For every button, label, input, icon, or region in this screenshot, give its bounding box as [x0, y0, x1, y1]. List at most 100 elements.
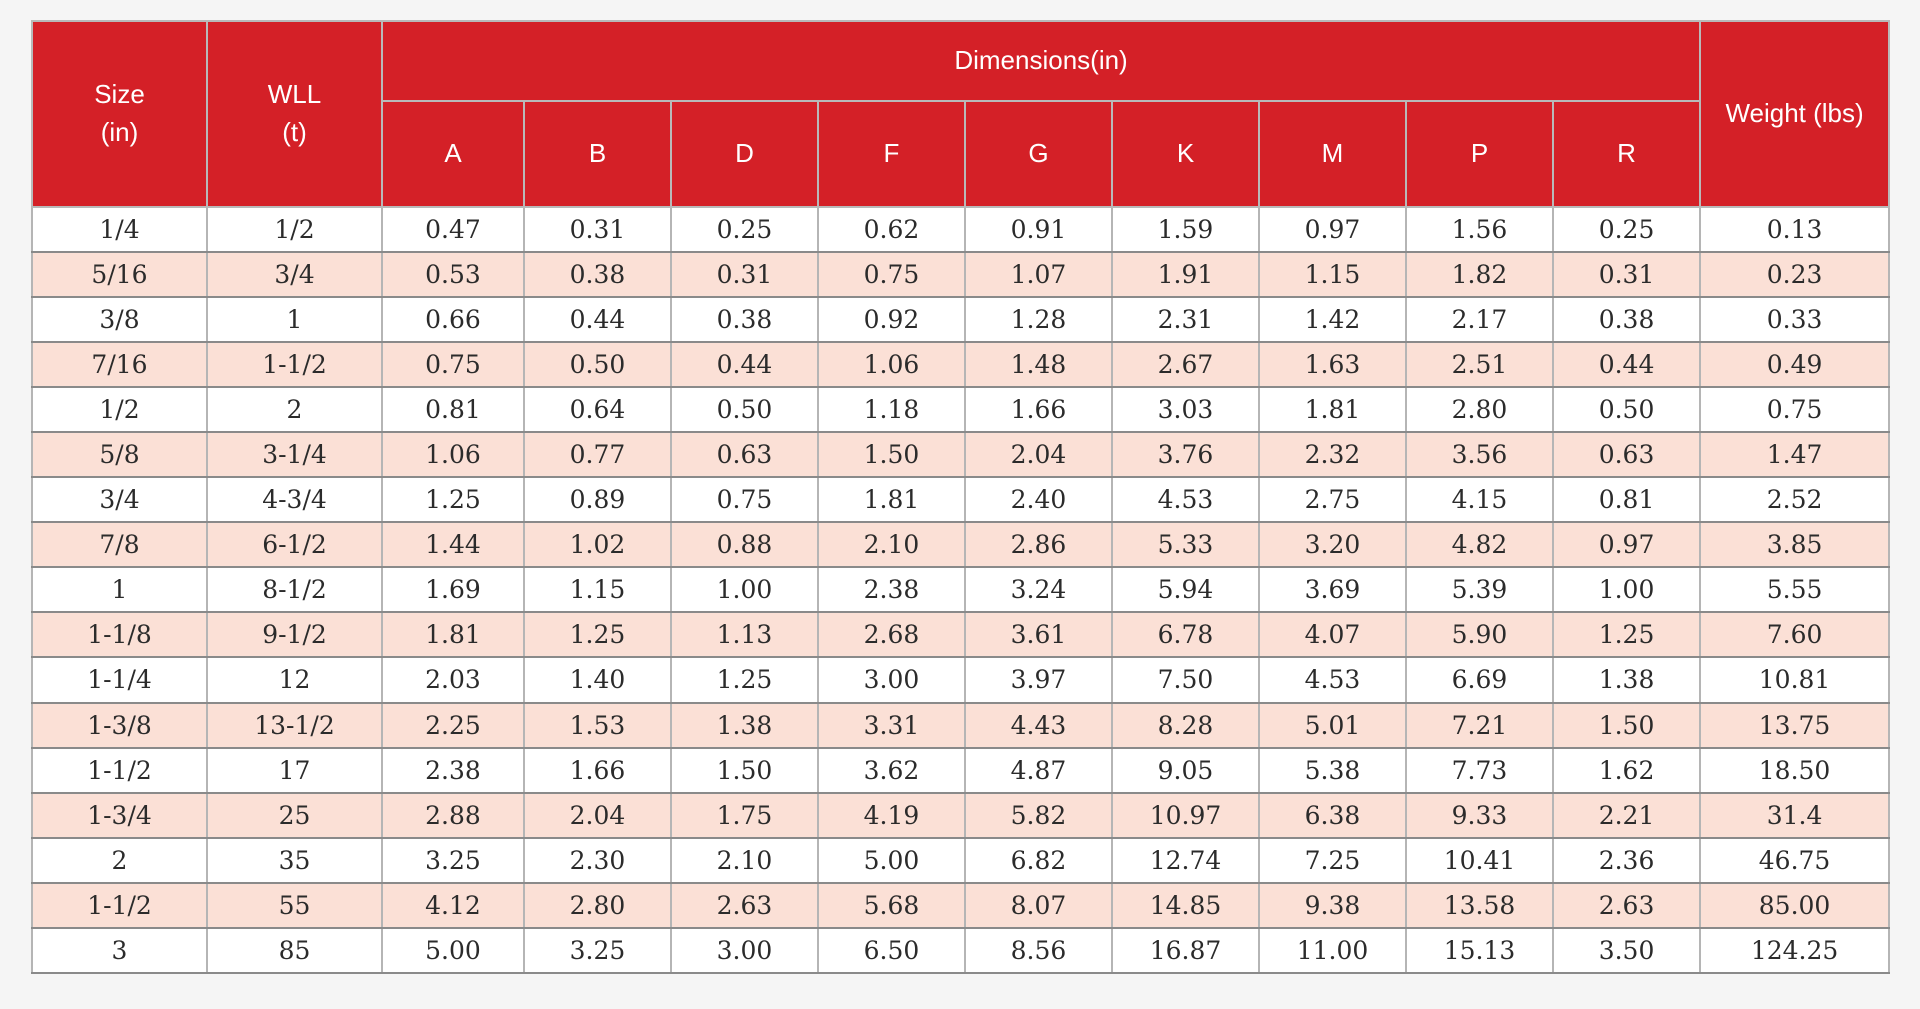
table-cell: 2.80 — [523, 881, 672, 929]
table-row: 7/8 6-1/2 1.44 1.02 0.88 2.10 2.86 5.33 3.20 4.82… — [31, 521, 1891, 569]
table-cell: 0.47 — [381, 205, 525, 254]
table-cell: 9-1/2 — [206, 611, 383, 659]
table-cell: 0.81 — [381, 386, 525, 434]
table-cell: 2.10 — [670, 836, 819, 884]
table-cell: 16.87 — [1111, 926, 1260, 975]
table-cell: 0.25 — [670, 205, 819, 254]
table-cell: 2 — [206, 386, 383, 434]
table-cell: 3.20 — [1258, 521, 1407, 569]
table-cell: 2 — [31, 836, 208, 884]
size-column-header: Size (in) — [31, 20, 208, 208]
table-cell: 13.58 — [1405, 881, 1554, 929]
table-cell: 15.13 — [1405, 926, 1554, 975]
table-cell: 1.81 — [381, 611, 525, 659]
table-cell: 0.38 — [1551, 296, 1702, 344]
table-cell: 2.36 — [1551, 836, 1702, 884]
table-cell: 1-1/2 — [31, 746, 208, 794]
table-cell: 0.75 — [670, 476, 819, 524]
table-cell: 9.33 — [1405, 791, 1554, 839]
dim-column-header: R — [1551, 100, 1702, 208]
table-cell: 4.82 — [1405, 521, 1554, 569]
table-cell: 1.15 — [1258, 251, 1407, 299]
table-cell: 0.81 — [1551, 476, 1702, 524]
table-cell: 7.50 — [1111, 656, 1260, 704]
dim-column-header: K — [1111, 100, 1260, 208]
dim-column-header: D — [670, 100, 819, 208]
table-cell: 3.56 — [1405, 431, 1554, 479]
table-cell: 1.42 — [1258, 296, 1407, 344]
table-cell: 0.66 — [381, 296, 525, 344]
table-cell: 7/16 — [31, 341, 208, 389]
wll-header-unit: (t) — [282, 117, 307, 147]
table-cell: 0.75 — [1699, 386, 1891, 434]
table-cell: 0.53 — [381, 251, 525, 299]
table-cell: 5.90 — [1405, 611, 1554, 659]
table-cell: 1-1/2 — [206, 341, 383, 389]
table-cell: 0.97 — [1551, 521, 1702, 569]
table-cell: 13-1/2 — [206, 701, 383, 749]
table-cell: 124.25 — [1699, 926, 1891, 975]
table-header: Size (in) WLL (t) Dimensions(in) Weight … — [31, 20, 1891, 208]
table-cell: 1-1/4 — [31, 656, 208, 704]
table-cell: 5/16 — [31, 251, 208, 299]
table-row: 1-1/4 12 2.03 1.40 1.25 3.00 3.97 7.50 4.53 6.69 1… — [31, 656, 1891, 704]
table-cell: 0.50 — [1551, 386, 1702, 434]
weight-column-header: Weight (lbs) — [1699, 20, 1891, 208]
table-cell: 5.01 — [1258, 701, 1407, 749]
table-cell: 2.68 — [817, 611, 966, 659]
table-row: 1-3/8 13-1/2 2.25 1.53 1.38 3.31 4.43 8.28 5.01 7… — [31, 701, 1891, 749]
table-cell: 2.04 — [523, 791, 672, 839]
table-cell: 31.4 — [1699, 791, 1891, 839]
table-cell: 17 — [206, 746, 383, 794]
table-cell: 1.63 — [1258, 341, 1407, 389]
table-cell: 5.00 — [381, 926, 525, 975]
table-cell: 6.50 — [817, 926, 966, 975]
table-cell: 0.63 — [1551, 431, 1702, 479]
table-cell: 1.00 — [670, 566, 819, 614]
table-cell: 1.40 — [523, 656, 672, 704]
table-cell: 1/2 — [31, 386, 208, 434]
table-cell: 85.00 — [1699, 881, 1891, 929]
table-cell: 3.50 — [1551, 926, 1702, 975]
table-row: 1-1/2 55 4.12 2.80 2.63 5.68 8.07 14.85 9.38 13.5… — [31, 881, 1891, 929]
table-cell: 3 — [31, 926, 208, 975]
table-cell: 3/4 — [31, 476, 208, 524]
table-cell: 2.04 — [964, 431, 1113, 479]
table-cell: 3/4 — [206, 251, 383, 299]
wll-column-header: WLL (t) — [206, 20, 383, 208]
table-cell: 1.91 — [1111, 251, 1260, 299]
table-cell: 0.77 — [523, 431, 672, 479]
table-cell: 6.69 — [1405, 656, 1554, 704]
table-cell: 0.49 — [1699, 341, 1891, 389]
dim-column-header: M — [1258, 100, 1407, 208]
table-cell: 6-1/2 — [206, 521, 383, 569]
dim-column-header: A — [381, 100, 525, 208]
table-cell: 7.25 — [1258, 836, 1407, 884]
table-cell: 0.97 — [1258, 205, 1407, 254]
table-cell: 0.44 — [670, 341, 819, 389]
table-cell: 4.53 — [1258, 656, 1407, 704]
table-cell: 0.50 — [523, 341, 672, 389]
table-row: 1-1/2 17 2.38 1.66 1.50 3.62 4.87 9.05 5.38 7.73 1… — [31, 746, 1891, 794]
table-cell: 2.52 — [1699, 476, 1891, 524]
table-cell: 4.19 — [817, 791, 966, 839]
table-cell: 1.66 — [523, 746, 672, 794]
table-row: 1 8-1/2 1.69 1.15 1.00 2.38 3.24 5.94 3.69 5.39 1.… — [31, 566, 1891, 614]
table-body: 1/4 1/2 0.47 0.31 0.25 0.62 0.91 1.59 0.97 1.56 0.… — [31, 205, 1891, 975]
table-cell: 46.75 — [1699, 836, 1891, 884]
table-cell: 1.28 — [964, 296, 1113, 344]
table-cell: 3.76 — [1111, 431, 1260, 479]
table-cell: 3.03 — [1111, 386, 1260, 434]
table-row: 1-1/8 9-1/2 1.81 1.25 1.13 2.68 3.61 6.78 4.07 5.… — [31, 611, 1891, 659]
table-cell: 5/8 — [31, 431, 208, 479]
table-cell: 2.63 — [670, 881, 819, 929]
table-cell: 5.68 — [817, 881, 966, 929]
dimensions-group-header: Dimensions(in) — [380, 20, 1702, 102]
table-cell: 5.55 — [1699, 566, 1891, 614]
table-cell: 2.25 — [381, 701, 525, 749]
table-cell: 3/8 — [31, 296, 208, 344]
table-cell: 1/4 — [31, 205, 208, 254]
table-cell: 1.38 — [670, 701, 819, 749]
table-cell: 1.25 — [523, 611, 672, 659]
